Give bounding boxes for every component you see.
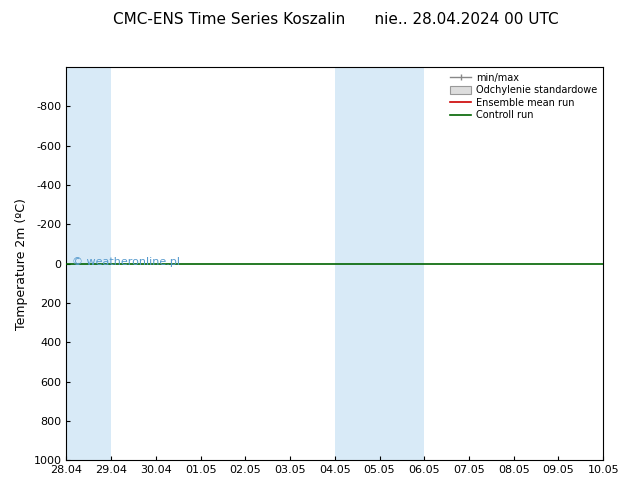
Text: CMC-ENS Time Series Koszalin      nie.. 28.04.2024 00 UTC: CMC-ENS Time Series Koszalin nie.. 28.04… <box>113 12 559 27</box>
Legend: min/max, Odchylenie standardowe, Ensemble mean run, Controll run: min/max, Odchylenie standardowe, Ensembl… <box>447 70 600 123</box>
Y-axis label: Temperature 2m (ºC): Temperature 2m (ºC) <box>15 197 28 330</box>
Bar <box>67 67 111 460</box>
Text: © weatheronline.pl: © weatheronline.pl <box>72 257 180 267</box>
Bar <box>380 67 424 460</box>
Bar <box>335 67 380 460</box>
